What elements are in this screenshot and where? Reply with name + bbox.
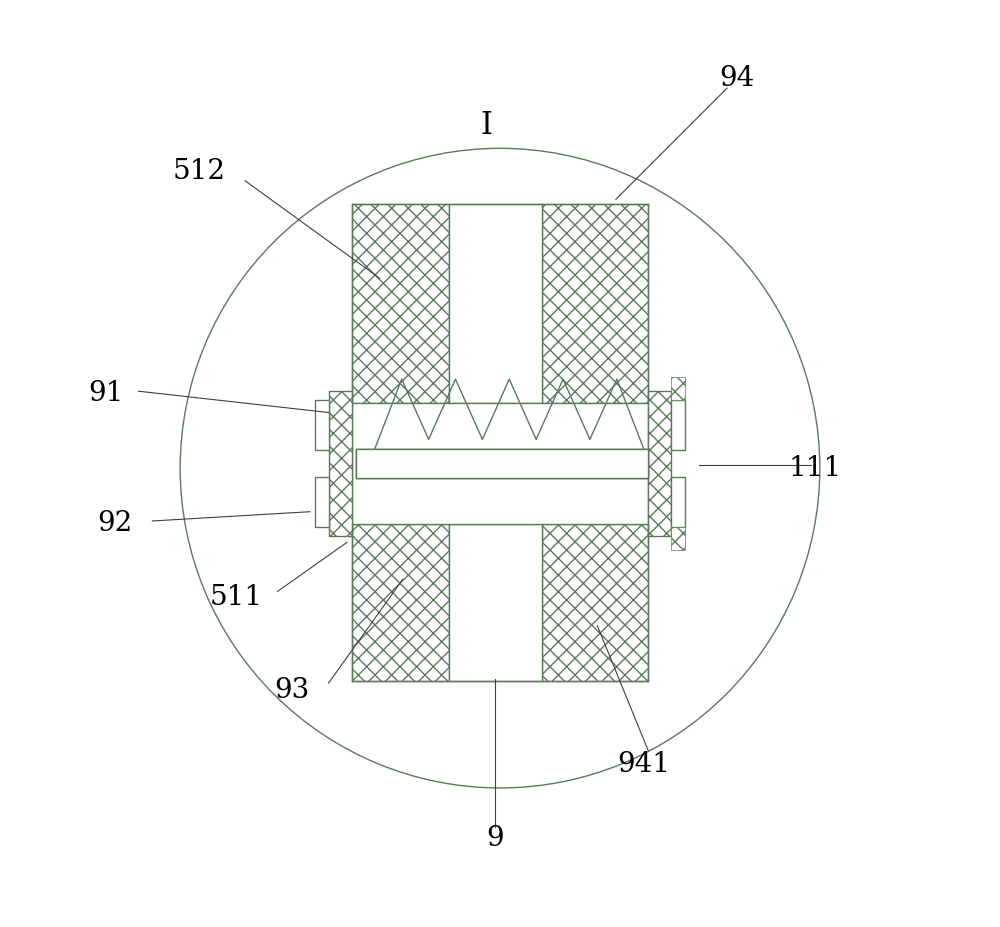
Text: 9: 9 (487, 825, 504, 853)
Text: 93: 93 (274, 677, 309, 705)
Bar (315, 477, 329, 527)
Text: 511: 511 (209, 584, 262, 612)
Bar (329, 391, 352, 536)
Bar (352, 403, 648, 524)
Text: 512: 512 (172, 158, 225, 185)
Bar (671, 400, 685, 450)
Bar (671, 377, 685, 400)
Bar (671, 527, 685, 550)
Bar (356, 449, 648, 478)
Text: 94: 94 (719, 65, 754, 93)
Bar (542, 204, 648, 403)
Text: I: I (480, 109, 492, 141)
Text: 91: 91 (88, 380, 124, 408)
Bar (648, 391, 671, 536)
Bar (449, 524, 542, 681)
Bar (671, 477, 685, 527)
Bar (352, 524, 449, 681)
Bar (356, 449, 648, 478)
Text: 111: 111 (789, 454, 842, 482)
Bar (542, 524, 648, 681)
Bar (356, 449, 648, 478)
Bar (449, 204, 542, 403)
Bar (352, 204, 449, 403)
Bar (315, 400, 329, 450)
Text: 92: 92 (98, 510, 133, 538)
Text: 941: 941 (617, 751, 670, 779)
